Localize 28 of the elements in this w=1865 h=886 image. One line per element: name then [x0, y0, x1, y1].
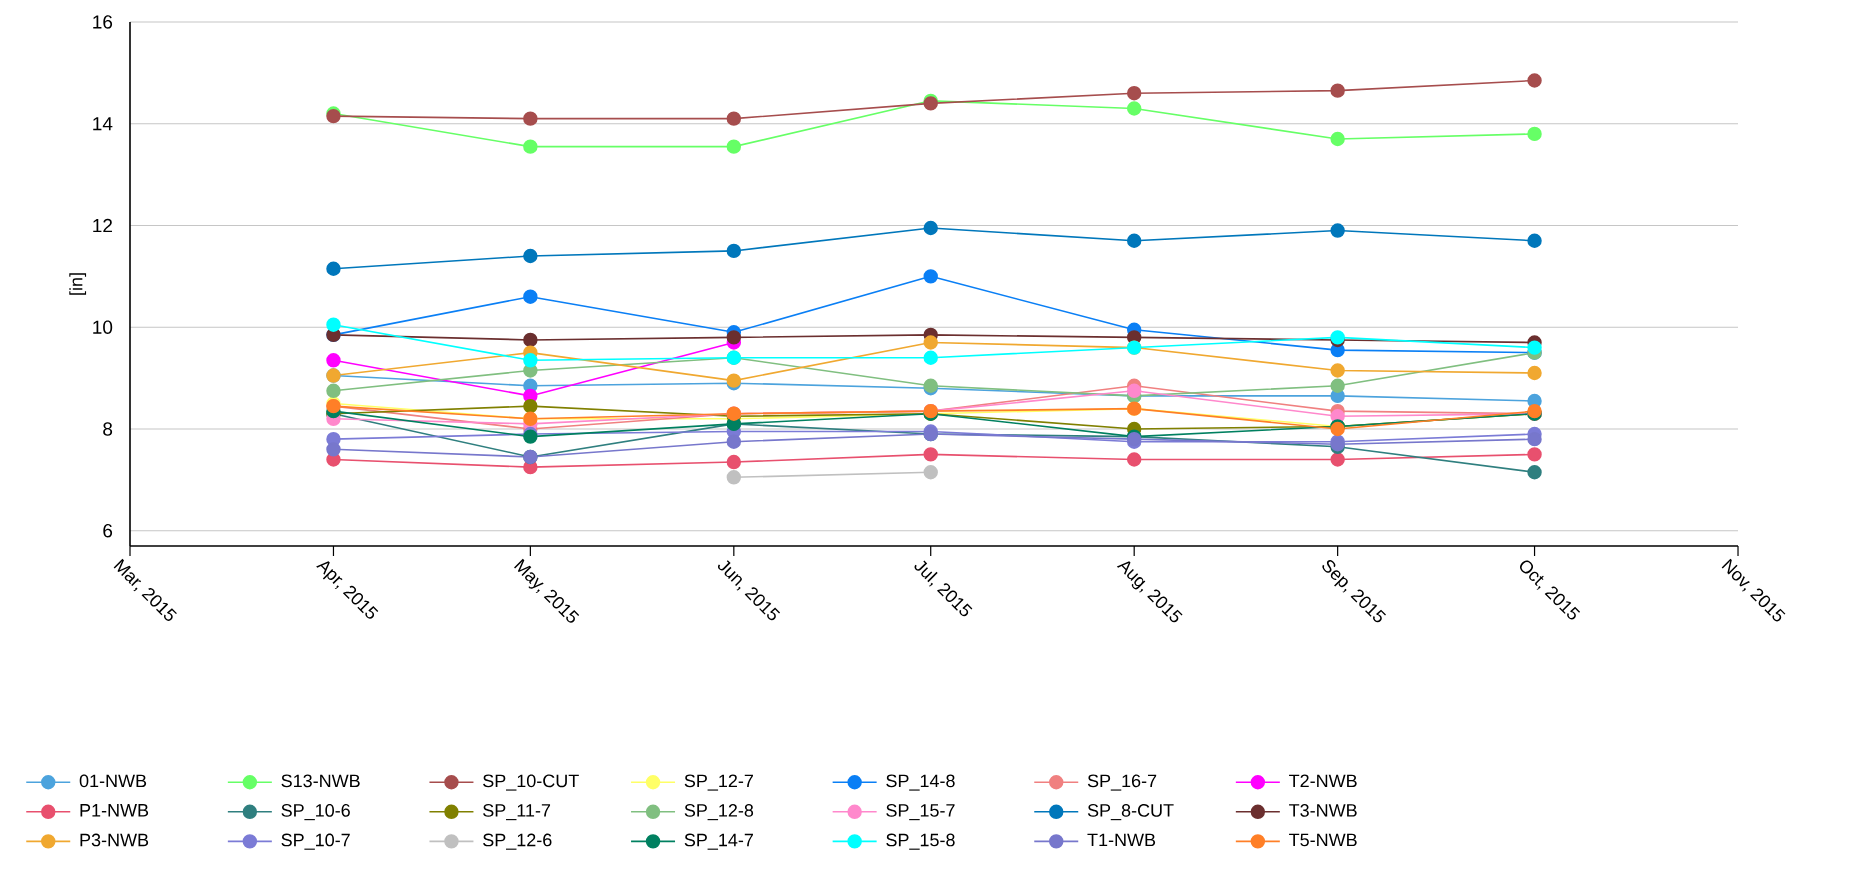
y-tick-label: 16 [93, 15, 113, 29]
legend-label: SP_15-7 [886, 804, 955, 821]
legend-label: SP_14-7 [684, 833, 753, 850]
legend-label: T1-NWB [1087, 833, 1156, 847]
legend-label: SP_12-6 [483, 833, 552, 850]
y-tick-label: 6 [103, 524, 113, 538]
legend-label: SP_12-7 [684, 774, 753, 791]
legend-label: SP_14-8 [886, 774, 955, 791]
legend-label: T5-NWB [1289, 833, 1357, 847]
y-tick-label: 10 [93, 320, 113, 334]
y-tick-label: 8 [103, 422, 113, 436]
y-tick-label: 12 [93, 218, 112, 233]
legend-label: T2-NWB [1289, 774, 1357, 788]
legend-label: SP_11-7 [483, 804, 551, 821]
legend-label: SP_15-8 [886, 833, 955, 850]
legend-label: T3-NWB [1289, 804, 1357, 817]
legend-label: SP_10-CUT [483, 774, 579, 791]
y-axis-title: [in] [69, 273, 87, 295]
legend-label: SP_12-8 [684, 804, 754, 821]
y-tick-label: 14 [93, 117, 113, 131]
legend-label: 01-NWB [79, 774, 147, 788]
legend-label: SP_8-CUT [1087, 804, 1174, 821]
legend-label: S13-NWB [281, 774, 360, 788]
legend-label: P1-NWB [80, 804, 149, 817]
legend-label: SP_16-7 [1087, 774, 1157, 791]
legend-label: SP_10-7 [281, 833, 350, 850]
legend-label: SP_10-6 [281, 804, 350, 821]
legend-label: P3-NWB [80, 833, 149, 847]
